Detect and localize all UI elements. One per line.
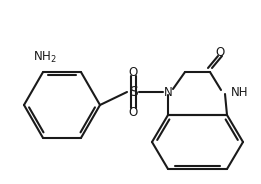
Text: NH: NH [231,86,248,98]
Text: O: O [128,66,138,79]
Text: O: O [128,105,138,118]
Text: O: O [215,45,225,59]
Text: S: S [129,85,137,99]
Text: N: N [164,86,172,98]
Text: NH$_2$: NH$_2$ [33,50,57,65]
